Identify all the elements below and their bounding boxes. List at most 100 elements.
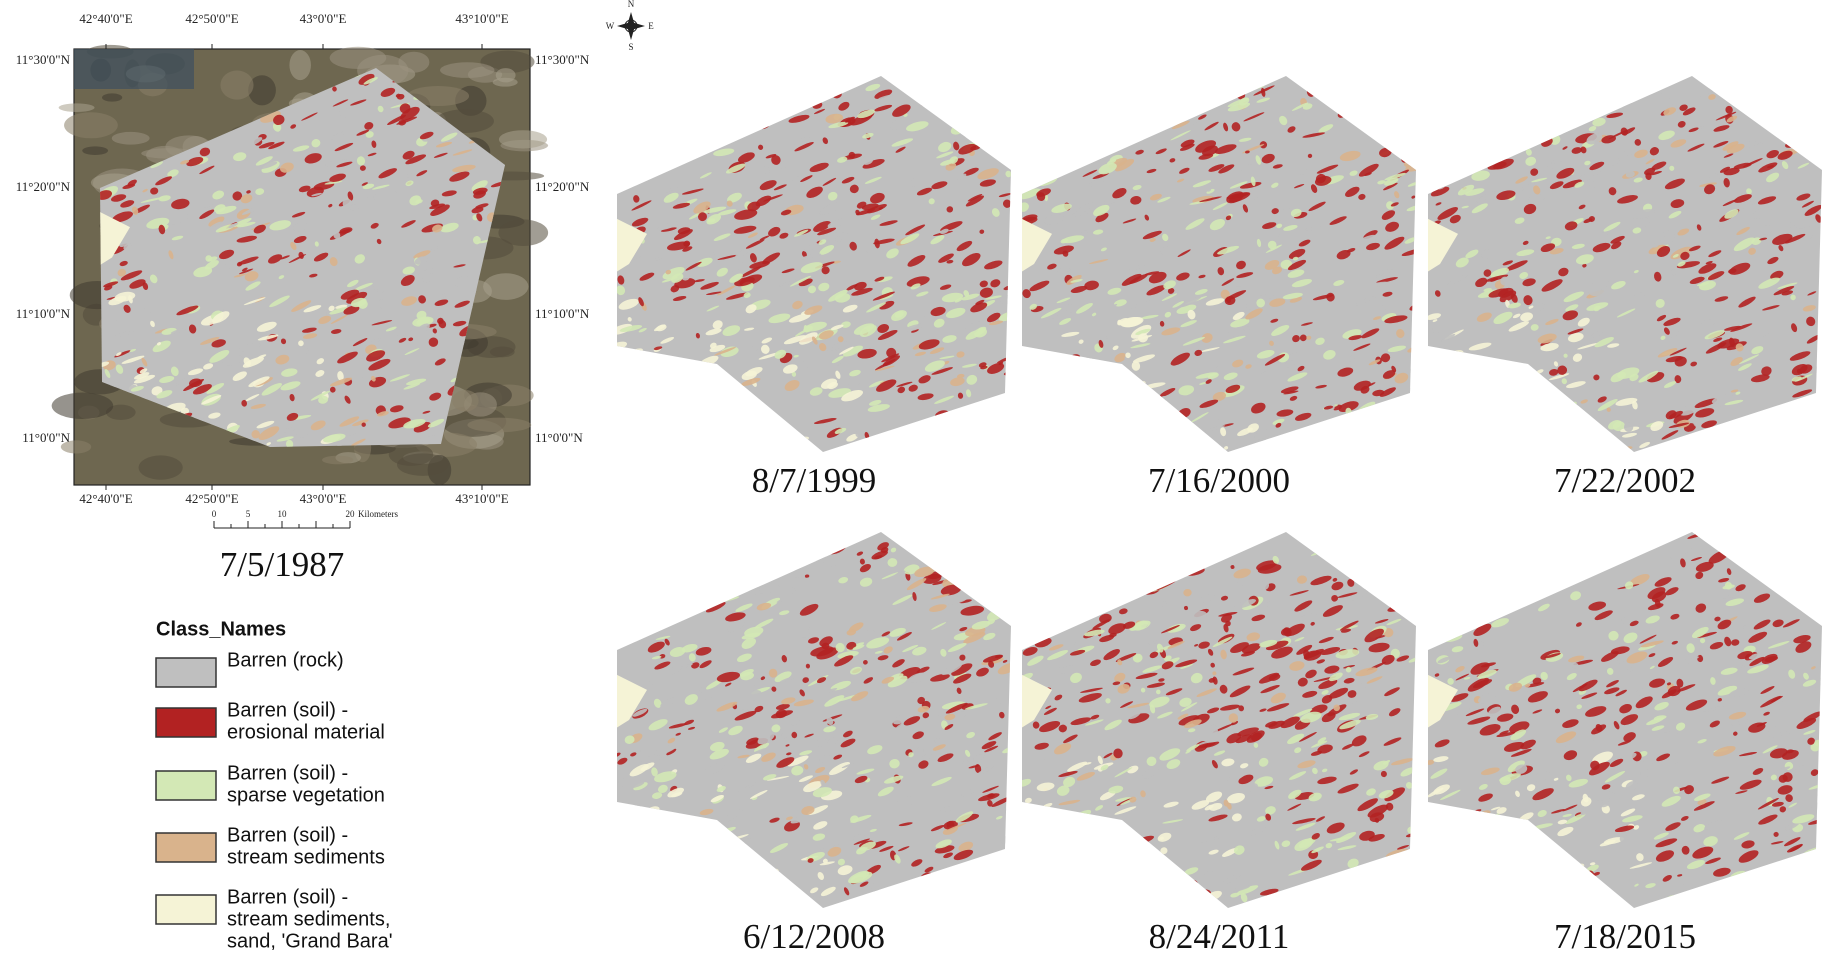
class-patch	[1310, 545, 1333, 556]
class-patch	[676, 893, 686, 903]
class-patch	[1545, 423, 1561, 436]
class-patch	[1519, 120, 1538, 136]
class-patch	[1500, 891, 1512, 902]
class-patch	[697, 854, 717, 869]
terrain-texture	[64, 112, 118, 138]
class-patch	[1104, 573, 1126, 588]
class-patch	[1628, 548, 1641, 557]
class-patch	[1301, 900, 1315, 908]
class-patch	[1183, 78, 1191, 88]
class-patch	[740, 543, 761, 557]
class-patch	[679, 828, 685, 834]
terrain-texture	[498, 219, 548, 246]
class-patch	[1421, 145, 1440, 157]
class-patch	[1524, 80, 1539, 88]
class-patch	[1442, 87, 1451, 94]
class-patch	[766, 412, 776, 419]
class-patch	[716, 534, 727, 544]
class-patch	[1797, 139, 1810, 151]
class-patch	[1378, 99, 1398, 113]
class-patch	[1260, 442, 1273, 453]
class-patch	[995, 90, 1012, 99]
class-patch	[1722, 901, 1730, 908]
class-patch	[817, 531, 843, 547]
class-patch	[1457, 573, 1481, 585]
class-patch	[1509, 886, 1515, 892]
class-patch	[1283, 443, 1291, 449]
class-patch	[1106, 543, 1125, 550]
class-patch	[727, 886, 731, 889]
class-patch	[636, 430, 657, 437]
class-patch	[1814, 119, 1821, 129]
class-patch	[1379, 565, 1401, 580]
class-patch	[1726, 544, 1740, 551]
terrain-texture	[452, 390, 478, 411]
class-patch	[1254, 441, 1277, 458]
class-patch	[748, 434, 760, 446]
class-patch	[1778, 536, 1787, 547]
class-patch	[1523, 439, 1532, 446]
class-patch	[1018, 399, 1028, 410]
class-patch	[1463, 404, 1477, 417]
class-patch	[1389, 883, 1402, 890]
class-patch	[1536, 401, 1555, 411]
class-patch	[1568, 115, 1575, 126]
class-patch	[1643, 75, 1655, 82]
class-patch	[1064, 392, 1085, 400]
classified-map	[1014, 71, 1424, 458]
class-patch	[1082, 594, 1099, 605]
class-patch	[1653, 535, 1664, 545]
class-patch	[1769, 443, 1793, 456]
class-patch	[662, 362, 685, 378]
class-patch	[1476, 146, 1498, 161]
classified-map	[1422, 528, 1830, 914]
class-patch	[622, 419, 637, 426]
class-patch	[1763, 98, 1779, 106]
class-patch	[1364, 535, 1374, 541]
class-patch	[638, 856, 658, 870]
class-patch	[1068, 409, 1074, 414]
class-patch	[1051, 419, 1061, 427]
class-patch	[1565, 530, 1575, 538]
class-patch	[708, 119, 724, 126]
class-patch	[1004, 103, 1013, 109]
class-patch	[1130, 420, 1152, 433]
class-patch	[1299, 438, 1308, 448]
class-patch	[1485, 607, 1497, 614]
class-patch	[1050, 606, 1070, 622]
class-patch	[1107, 97, 1115, 107]
class-patch	[1025, 112, 1047, 130]
class-patch	[705, 82, 712, 87]
class-patch	[1501, 138, 1519, 149]
class-patch	[1554, 901, 1567, 906]
class-patch	[1164, 558, 1177, 569]
class-patch	[1436, 116, 1455, 130]
class-patch	[1425, 561, 1443, 572]
class-patch	[1138, 540, 1148, 547]
class-patch	[731, 890, 743, 900]
class-patch	[1498, 429, 1508, 439]
class-patch	[803, 538, 826, 550]
scale-label: 5	[246, 509, 251, 519]
class-patch	[1027, 145, 1041, 157]
class-patch	[1752, 93, 1776, 108]
terrain-texture	[440, 62, 494, 78]
class-patch	[1573, 538, 1596, 549]
class-patch	[802, 89, 814, 100]
terrain-texture	[389, 443, 434, 466]
legend-label: stream sediments,	[227, 908, 390, 930]
class-patch	[1082, 871, 1102, 880]
class-patch	[965, 871, 978, 881]
class-patch	[1583, 93, 1597, 103]
compass-rose	[617, 22, 645, 30]
class-patch	[1761, 893, 1785, 909]
class-patch	[702, 890, 716, 903]
class-patch	[1794, 101, 1819, 113]
class-patch	[1138, 569, 1151, 573]
latitude-label: 11°20'0"N	[16, 179, 71, 194]
class-patch	[1068, 598, 1088, 609]
class-patch	[1759, 95, 1777, 109]
class-patch	[990, 435, 999, 441]
class-patch	[1192, 528, 1215, 546]
class-patch	[1745, 103, 1761, 108]
